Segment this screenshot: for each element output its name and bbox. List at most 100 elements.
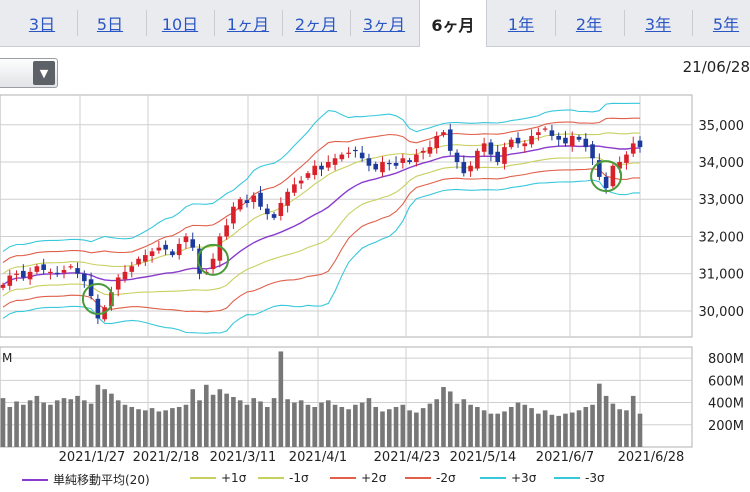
- candle-body: [529, 135, 534, 145]
- candle-body: [122, 271, 128, 280]
- legend-item: +1σ: [190, 471, 246, 485]
- candle-body: [461, 162, 467, 174]
- date-tick-label: 2021/1/27: [59, 450, 126, 465]
- volume-bar: [0, 398, 6, 447]
- volume-bar: [495, 413, 500, 447]
- price-axis: 35,000 34,000 33,000 32,000 31,000 30,000: [699, 119, 745, 320]
- candle-body: [400, 158, 406, 163]
- volume-bar: [454, 403, 460, 447]
- tab-10[interactable]: 3年: [644, 15, 672, 34]
- volume-bar: [251, 398, 257, 447]
- volume-bar: [190, 389, 196, 447]
- volume-bar: [82, 400, 87, 447]
- highlight-circle: [590, 160, 623, 193]
- volume-bar: [170, 408, 175, 447]
- tab-9[interactable]: 2年: [575, 15, 603, 34]
- candle-body: [319, 165, 324, 170]
- volume-bar: [542, 410, 548, 447]
- candle-body: [143, 255, 148, 262]
- date-tick-label: 2021/2/18: [133, 450, 200, 465]
- candle-body: [624, 154, 629, 163]
- candle-body: [264, 208, 270, 215]
- date-tick-label: 2021/4/23: [374, 450, 441, 465]
- candle-body: [359, 152, 365, 159]
- candle-body: [190, 239, 196, 248]
- candle-body: [27, 271, 33, 280]
- volume-bar: [508, 407, 514, 447]
- volume-bar: [75, 395, 80, 447]
- band-line-1: [2, 145, 640, 286]
- candle-body: [346, 152, 351, 154]
- legend-label: 単純移動平均(20): [53, 473, 150, 487]
- candle-body: [292, 184, 297, 193]
- volume-bar: [224, 393, 229, 447]
- candle-body: [109, 292, 114, 307]
- candle-body: [407, 160, 412, 163]
- legend-label: +3σ: [511, 471, 537, 485]
- date-tick-label: 2021/6/7: [536, 450, 594, 465]
- volume-axis: 800M 600M 400M 200M: [708, 352, 744, 434]
- volume-bar: [569, 412, 575, 447]
- candle-body: [271, 214, 277, 218]
- volume-bar: [407, 410, 412, 447]
- volume-tick-label: 400M: [708, 397, 744, 412]
- volume-bar: [434, 399, 440, 447]
- period-tab-bar: 3日 5日 10日 1ヶ月 2ヶ月 3ヶ月 6ヶ月 1年 2年 3年 5年: [0, 0, 750, 47]
- volume-bar: [149, 408, 155, 447]
- candle-body: [380, 162, 385, 173]
- legend-item: -2σ: [405, 471, 456, 485]
- volume-tick-label: 200M: [708, 419, 744, 434]
- volume-bars: [0, 351, 643, 447]
- candle-body: [129, 266, 135, 272]
- volume-bar: [231, 397, 236, 447]
- volume-bar: [54, 400, 60, 447]
- candle-body: [475, 150, 480, 169]
- volume-bar: [481, 410, 487, 447]
- candle-body: [556, 135, 561, 140]
- candle-body: [258, 192, 263, 207]
- volume-bar: [27, 400, 33, 447]
- tab-7[interactable]: 6ヶ月: [419, 0, 487, 47]
- volume-bar: [536, 413, 541, 447]
- date-tick-label: 2021/6/28: [618, 450, 685, 465]
- volume-bar: [21, 404, 26, 447]
- volume-bar: [319, 402, 324, 447]
- price-tick-label: 35,000: [699, 119, 745, 134]
- candle-body: [244, 200, 250, 203]
- tab-separator: [146, 10, 147, 36]
- volume-bar: [441, 387, 446, 447]
- tab-8[interactable]: 1年: [507, 15, 535, 34]
- candle-body: [495, 151, 500, 163]
- candle-body: [75, 268, 80, 274]
- tab-2[interactable]: 5日: [96, 15, 124, 34]
- volume-bar: [136, 409, 141, 447]
- volume-bar: [68, 399, 74, 447]
- price-tick-label: 30,000: [699, 305, 745, 320]
- volume-bar: [420, 408, 426, 447]
- volume-bar: [427, 403, 433, 447]
- volume-bar: [332, 404, 338, 447]
- volume-bar: [461, 399, 467, 447]
- volume-bar: [305, 404, 311, 447]
- tab-6[interactable]: 3ヶ月: [362, 15, 406, 34]
- candle-body: [617, 162, 622, 169]
- chart-type-dropdown[interactable]: ▼: [0, 58, 58, 88]
- tab-separator: [214, 10, 215, 36]
- tab-1[interactable]: 3日: [28, 15, 56, 34]
- volume-bar: [393, 407, 399, 447]
- tab-5[interactable]: 2ヶ月: [294, 15, 338, 34]
- volume-bar: [102, 389, 107, 447]
- tab-4[interactable]: 1ヶ月: [226, 15, 270, 34]
- volume-bar: [366, 398, 372, 447]
- tab-11[interactable]: 5年: [712, 15, 740, 34]
- volume-bar: [373, 407, 379, 447]
- legend-swatch: [554, 477, 580, 479]
- volume-bar: [637, 413, 643, 447]
- volume-bar: [278, 351, 284, 447]
- candle-body: [488, 142, 494, 155]
- tab-3[interactable]: 10日: [161, 15, 199, 34]
- legend-label: +2σ: [361, 471, 387, 485]
- volume-bar: [285, 399, 290, 447]
- legend-swatch: [480, 477, 506, 479]
- candle-body: [549, 130, 555, 136]
